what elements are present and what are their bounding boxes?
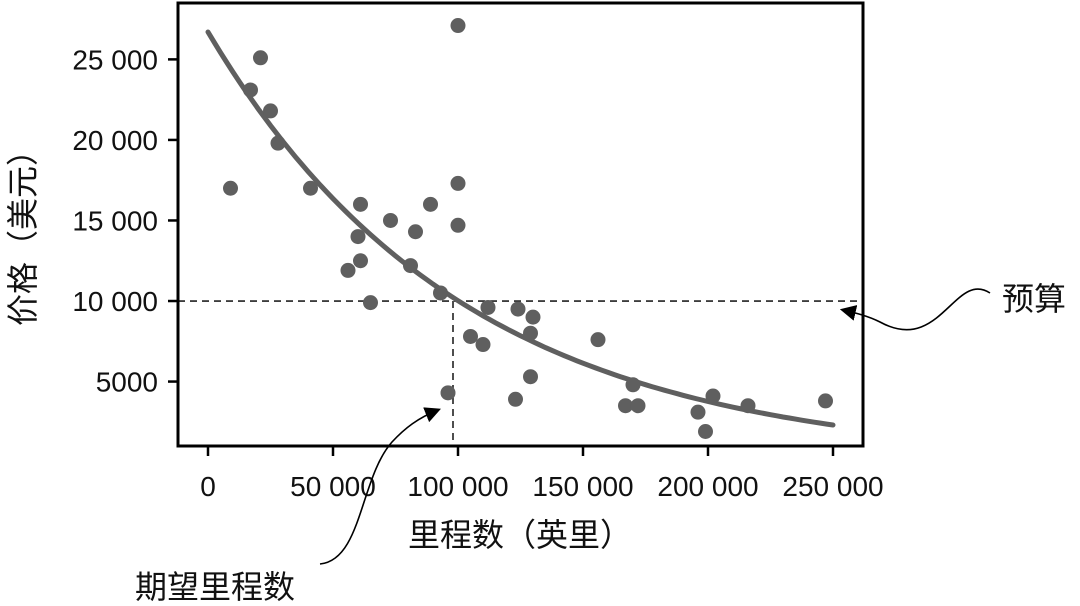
y-axis-label: 价格（美元） — [5, 134, 41, 326]
data-point — [253, 50, 268, 66]
data-point — [263, 103, 278, 119]
data-point — [630, 398, 646, 414]
y-tick-label: 25 000 — [72, 44, 158, 75]
data-point — [340, 262, 356, 278]
data-point — [510, 301, 526, 317]
budget-annotation: 预算 — [1002, 281, 1066, 317]
data-point — [408, 224, 423, 240]
data-point — [480, 299, 496, 315]
plot-frame — [176, 1, 865, 448]
data-point — [523, 325, 538, 341]
desired-mileage-annotation: 期望里程数 — [135, 569, 295, 605]
x-tick-label: 0 — [200, 471, 216, 502]
x-axis-label: 里程数（英里） — [408, 517, 632, 553]
data-point — [450, 175, 466, 191]
data-point — [590, 332, 606, 348]
data-point — [705, 388, 721, 404]
y-tick-label: 20 000 — [72, 125, 158, 156]
budget-arrow — [839, 288, 991, 331]
data-point — [698, 424, 713, 440]
data-point — [463, 328, 478, 344]
data-point — [525, 309, 541, 325]
data-point — [350, 229, 366, 245]
desired-mileage-arrow — [319, 407, 441, 565]
data-point — [440, 385, 456, 401]
data-point — [303, 180, 318, 196]
x-tick-label: 150 000 — [532, 471, 633, 502]
data-point — [270, 135, 286, 151]
x-tick-label: 50 000 — [290, 471, 376, 502]
data-point — [523, 369, 538, 385]
data-point — [690, 404, 706, 420]
y-tick-label: 5000 — [96, 367, 158, 398]
y-tick-label: 10 000 — [72, 286, 158, 317]
data-point — [450, 18, 466, 34]
data-point — [433, 285, 448, 301]
data-point — [363, 295, 378, 311]
data-point — [618, 398, 633, 414]
data-point — [740, 398, 756, 414]
data-point — [818, 393, 833, 409]
data-point — [475, 337, 491, 353]
data-point — [450, 217, 466, 233]
trend-curve — [205, 29, 836, 428]
data-point — [403, 258, 418, 274]
data-point — [625, 377, 641, 393]
x-tick-label: 250 000 — [782, 471, 883, 502]
data-point — [353, 196, 368, 212]
data-point — [423, 196, 438, 212]
data-point — [243, 82, 258, 98]
y-tick-label: 15 000 — [72, 205, 158, 236]
data-point — [353, 253, 368, 269]
data-point — [223, 180, 238, 196]
x-tick-label: 100 000 — [407, 471, 508, 502]
data-point — [508, 391, 523, 407]
x-tick-label: 200 000 — [657, 471, 758, 502]
data-point — [383, 212, 398, 228]
